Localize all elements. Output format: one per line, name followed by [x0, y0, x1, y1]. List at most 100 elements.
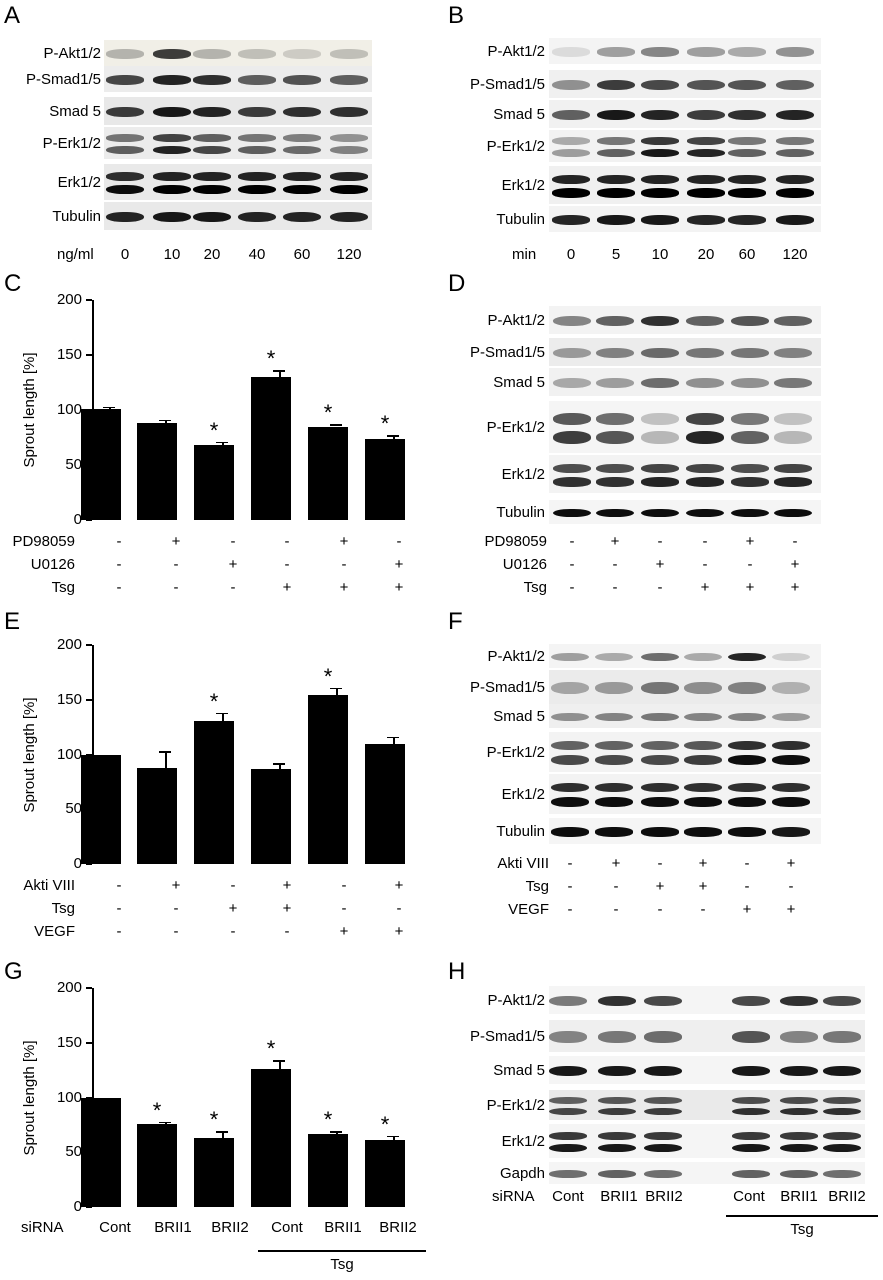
- error-bar-cap: [216, 712, 228, 715]
- protein-band: [728, 137, 766, 145]
- x-axis-label: 60: [738, 246, 756, 263]
- protein-band: [774, 412, 812, 425]
- protein-band: [283, 106, 321, 118]
- protein-band: [684, 741, 722, 751]
- blot-strip: [549, 455, 821, 493]
- y-tick-label: 100: [56, 1088, 82, 1106]
- significance-marker: *: [323, 1107, 333, 1133]
- blot-strip: [104, 97, 372, 125]
- treatment-sign: -: [173, 900, 179, 917]
- treatment-sign: +: [394, 556, 404, 573]
- x-axis-label: Cont: [271, 1219, 303, 1236]
- error-bar: [165, 751, 167, 768]
- treatment-sign: -: [341, 900, 347, 917]
- protein-band: [731, 315, 769, 327]
- blot-strip: [549, 774, 821, 814]
- protein-band: [774, 430, 812, 444]
- protein-band: [686, 430, 724, 444]
- protein-band: [641, 109, 679, 121]
- treatment-sign: -: [116, 533, 122, 550]
- treatment-sign: -: [116, 877, 122, 894]
- protein-band: [686, 508, 724, 518]
- treatment-sign: -: [173, 579, 179, 596]
- protein-band: [780, 1131, 818, 1140]
- protein-band: [106, 211, 144, 223]
- blot-row-label: P-Erk1/2: [42, 135, 101, 152]
- blot-strip: [104, 164, 372, 200]
- data-bar: [81, 754, 121, 864]
- protein-band: [552, 137, 590, 145]
- protein-band: [595, 712, 633, 722]
- error-bar-cap: [159, 751, 171, 753]
- protein-band: [596, 412, 634, 425]
- protein-band: [597, 47, 635, 57]
- y-tick-label: 150: [56, 346, 82, 363]
- protein-band: [776, 79, 814, 91]
- protein-band: [596, 377, 634, 389]
- blot-row-label: Smad 5: [493, 708, 545, 725]
- protein-band: [549, 1031, 587, 1043]
- treatment-sign: -: [657, 579, 663, 596]
- panel-letter-d: D: [448, 270, 466, 297]
- protein-band: [731, 347, 769, 359]
- protein-band: [780, 1097, 818, 1105]
- treatment-name: Tsg: [51, 900, 75, 917]
- blot-strip: [549, 644, 821, 668]
- blot-row-label: P-Smad1/5: [469, 679, 545, 696]
- treatment-name: Akti VIII: [23, 877, 75, 894]
- protein-band: [330, 134, 368, 142]
- blot-strip: [549, 704, 821, 728]
- protein-band: [732, 1131, 770, 1140]
- treatment-sign: +: [610, 533, 620, 550]
- treatment-sign: +: [228, 556, 238, 573]
- protein-band: [193, 75, 231, 85]
- protein-band: [283, 134, 321, 142]
- protein-band: [780, 1065, 818, 1077]
- protein-band: [641, 188, 679, 198]
- time-unit-label: min: [512, 246, 537, 263]
- protein-band: [238, 145, 276, 154]
- protein-band: [330, 145, 368, 154]
- treatment-sign: -: [230, 579, 236, 596]
- significance-marker: *: [380, 1111, 390, 1137]
- blot-strip: [549, 70, 821, 98]
- significance-marker: *: [209, 417, 219, 443]
- significance-marker: *: [323, 663, 333, 689]
- protein-band: [283, 211, 321, 223]
- protein-band: [772, 681, 810, 695]
- protein-band: [595, 681, 633, 695]
- protein-band: [823, 1169, 861, 1179]
- protein-band: [728, 215, 766, 225]
- treatment-sign: +: [698, 878, 708, 895]
- protein-band: [597, 174, 635, 184]
- protein-band: [641, 755, 679, 766]
- protein-band: [193, 145, 231, 154]
- protein-band: [641, 681, 679, 695]
- protein-band: [551, 755, 589, 766]
- treatment-name: PD98059: [12, 533, 75, 550]
- protein-band: [823, 1065, 861, 1077]
- treatment-sign: -: [657, 533, 663, 550]
- x-axis-label: 40: [248, 246, 266, 263]
- blot-strip: [549, 1020, 865, 1052]
- protein-band: [193, 106, 231, 118]
- protein-band: [641, 827, 679, 837]
- y-axis-title: Sprout length [%]: [21, 697, 38, 813]
- x-axis-label: 5: [611, 246, 621, 263]
- blot-row-label: Smad 5: [493, 1062, 545, 1079]
- protein-band: [731, 377, 769, 389]
- protein-band: [641, 215, 679, 225]
- blot-strip: [549, 38, 821, 64]
- treatment-sign: +: [394, 579, 404, 596]
- protein-band: [776, 188, 814, 198]
- treatment-sign: +: [228, 900, 238, 917]
- treatment-sign: +: [394, 877, 404, 894]
- protein-band: [597, 79, 635, 91]
- protein-band: [193, 184, 231, 194]
- significance-marker: *: [209, 688, 219, 714]
- protein-band: [823, 1143, 861, 1153]
- significance-marker: *: [380, 411, 390, 437]
- error-bar-cap: [387, 435, 399, 437]
- error-bar-cap: [387, 1135, 399, 1138]
- protein-band: [153, 184, 191, 194]
